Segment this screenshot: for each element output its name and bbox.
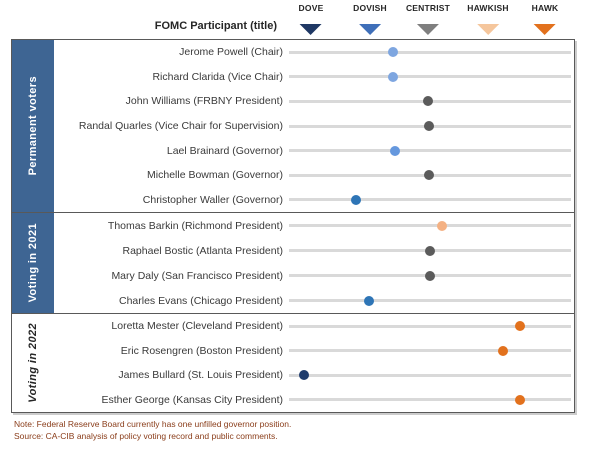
stance-dot	[390, 145, 401, 156]
group-side-cell: Voting in 2022	[12, 314, 54, 412]
participant-row: James Bullard (St. Louis President)	[54, 363, 571, 388]
participant-label: Lael Brainard (Governor)	[166, 144, 283, 157]
stance-track	[289, 321, 571, 332]
participant-row: Jerome Powell (Chair)	[54, 40, 571, 65]
legend-item-centrist: CENTRIST	[406, 3, 450, 35]
stance-track	[289, 220, 571, 231]
stance-dot	[498, 345, 509, 356]
legend-item-dove: DOVE	[299, 3, 324, 35]
centrist-triangle-icon	[416, 24, 439, 35]
participant-label: Mary Daly (San Francisco President)	[111, 269, 283, 282]
group-side-cell: Permanent voters	[12, 40, 54, 212]
stance-dot	[425, 270, 435, 281]
participant-label: Christopher Waller (Governor)	[142, 193, 283, 206]
participant-row: John Williams (FRBNY President)	[54, 89, 571, 114]
participant-row: Thomas Barkin (Richmond President)	[54, 213, 571, 238]
participant-row: Christopher Waller (Governor)	[54, 187, 571, 212]
note-text: Note: Federal Reserve Board currently ha…	[14, 419, 292, 429]
participant-label: Jerome Powell (Chair)	[179, 46, 283, 59]
participant-row: Randal Quarles (Vice Chair for Supervisi…	[54, 114, 571, 139]
participant-label: Richard Clarida (Vice Chair)	[152, 70, 283, 83]
participant-label: Randal Quarles (Vice Chair for Supervisi…	[78, 120, 283, 133]
stance-track	[289, 71, 571, 82]
participant-label: John Williams (FRBNY President)	[125, 95, 283, 108]
stance-dot	[514, 321, 525, 332]
group-rows: Loretta Mester (Cleveland President) Eric…	[54, 314, 575, 412]
hawkish-triangle-icon	[476, 24, 499, 35]
stance-track	[289, 47, 571, 58]
participant-row: Michelle Bowman (Governor)	[54, 163, 571, 188]
legend-label: CENTRIST	[405, 3, 451, 13]
stance-dot	[351, 194, 362, 205]
group-voting-in-2021: Voting in 2021 Thomas Barkin (Richmond Pr…	[12, 212, 574, 313]
participant-row: Mary Daly (San Francisco President)	[54, 263, 571, 288]
hawk-triangle-icon	[534, 24, 556, 35]
group-side-cell: Voting in 2021	[12, 213, 54, 313]
stance-track	[289, 194, 571, 205]
footer: Note: Federal Reserve Board currently ha…	[14, 419, 291, 442]
group-label: Voting in 2022	[27, 323, 39, 403]
stance-track	[289, 145, 571, 156]
participant-row: Loretta Mester (Cleveland President)	[54, 314, 571, 339]
stance-dot	[298, 370, 309, 381]
group-rows: Jerome Powell (Chair) Richard Clarida (Vi…	[54, 40, 575, 212]
stance-track	[289, 394, 571, 405]
stance-dot	[425, 245, 435, 256]
stance-dot	[388, 71, 399, 82]
participant-row: Raphael Bostic (Atlanta President)	[54, 238, 571, 263]
stance-track	[289, 270, 571, 281]
legend-item-hawkish: HAWKISH	[467, 3, 509, 35]
group-label: Permanent voters	[27, 76, 39, 176]
stance-track	[289, 295, 571, 306]
stance-dot	[423, 121, 434, 132]
legend-label: HAWKISH	[467, 3, 509, 13]
group-permanent-voters: Permanent voters Jerome Powell (Chair) Ric…	[12, 40, 574, 212]
stance-track	[289, 370, 571, 381]
legend-label: DOVISH	[353, 3, 387, 13]
group-label: Voting in 2021	[27, 223, 39, 303]
participant-axis-title: FOMC Participant (title)	[154, 20, 277, 32]
stance-track	[289, 170, 571, 181]
legend-item-dovish: DOVISH	[353, 3, 387, 35]
source-text: Source: CA-CIB analysis of policy voting…	[14, 430, 278, 441]
participant-row: Esther George (Kansas City President)	[54, 388, 571, 413]
chart-area: Permanent voters Jerome Powell (Chair) Ric…	[11, 39, 575, 413]
participant-row: Richard Clarida (Vice Chair)	[54, 65, 571, 90]
legend-label: DOVE	[298, 3, 324, 13]
stance-dot	[388, 47, 399, 58]
participant-label: Eric Rosengren (Boston President)	[120, 344, 283, 357]
dovish-triangle-icon	[358, 24, 381, 35]
legend-label: HAWK	[531, 3, 559, 13]
stance-track	[289, 96, 571, 107]
legend-item-hawk: HAWK	[532, 3, 559, 35]
participant-label: Thomas Barkin (Richmond President)	[107, 219, 283, 232]
group-rows: Thomas Barkin (Richmond President) Raphae…	[54, 213, 575, 313]
stance-dot	[437, 220, 448, 231]
stance-dot	[364, 295, 375, 306]
participant-label: Charles Evans (Chicago President)	[119, 294, 283, 307]
stance-track	[289, 345, 571, 356]
participant-row: Eric Rosengren (Boston President)	[54, 339, 571, 364]
stance-dot	[423, 170, 434, 181]
stance-dot	[514, 394, 525, 405]
participant-label: Loretta Mester (Cleveland President)	[111, 320, 283, 333]
dove-triangle-icon	[299, 24, 322, 35]
stance-track	[289, 245, 571, 256]
participant-label: Raphael Bostic (Atlanta President)	[122, 244, 284, 257]
participant-label: James Bullard (St. Louis President)	[118, 369, 283, 382]
stance-track	[289, 121, 571, 132]
stance-dot	[423, 96, 434, 107]
group-voting-in-2022: Voting in 2022 Loretta Mester (Cleveland …	[12, 313, 574, 412]
participant-row: Charles Evans (Chicago President)	[54, 288, 571, 313]
participant-row: Lael Brainard (Governor)	[54, 138, 571, 163]
participant-label: Michelle Bowman (Governor)	[147, 169, 283, 182]
participant-label: Esther George (Kansas City President)	[101, 393, 284, 406]
